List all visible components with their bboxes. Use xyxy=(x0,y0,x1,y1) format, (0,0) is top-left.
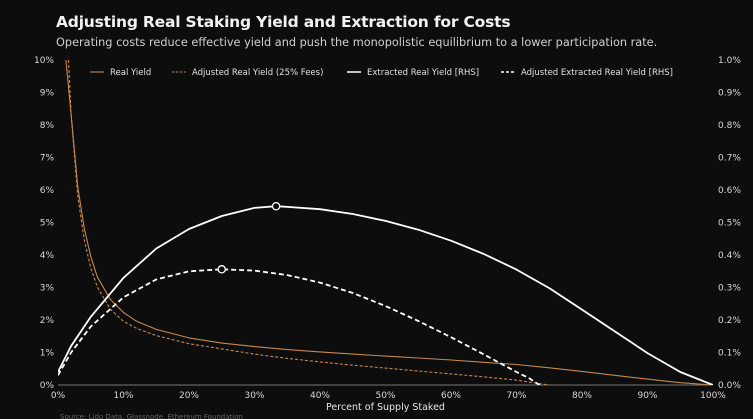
y-right-tick-label: 0.5% xyxy=(718,219,741,229)
series-line-3 xyxy=(58,268,542,385)
x-tick-label: 90% xyxy=(637,391,657,401)
y-left-tick-label: 0% xyxy=(40,381,55,391)
y-right-tick-label: 0.2% xyxy=(718,316,741,326)
y-right-tick-label: 0.1% xyxy=(718,349,741,359)
y-left-tick-label: 6% xyxy=(40,186,55,196)
y-left-tick-label: 8% xyxy=(40,121,55,131)
y-left-tick-label: 9% xyxy=(40,89,55,99)
y-left-tick-label: 5% xyxy=(40,219,55,229)
x-tick-label: 50% xyxy=(375,391,395,401)
x-tick-label: 10% xyxy=(113,391,133,401)
x-tick-label: 20% xyxy=(179,391,199,401)
x-tick-label: 30% xyxy=(244,391,264,401)
x-tick-label: 60% xyxy=(441,391,461,401)
x-tick-label: 80% xyxy=(572,391,592,401)
x-tick-label: 0% xyxy=(51,391,66,401)
legend-label-3: Adjusted Extracted Real Yield [RHS] xyxy=(521,68,673,78)
series-line-0 xyxy=(65,59,713,385)
x-axis-label: Percent of Supply Staked xyxy=(326,402,445,413)
y-right-tick-label: 0.6% xyxy=(718,186,741,196)
y-left-tick-label: 1% xyxy=(40,349,55,359)
y-right-tick-label: 0.9% xyxy=(718,89,741,99)
series-line-1 xyxy=(67,59,550,385)
x-tick-label: 70% xyxy=(506,391,526,401)
y-right-tick-label: 0.7% xyxy=(718,154,741,164)
x-tick-label: 100% xyxy=(700,391,726,401)
y-right-tick-label: 1.0% xyxy=(718,56,741,66)
y-right-tick-label: 0.4% xyxy=(718,251,741,261)
chart-title: Adjusting Real Staking Yield and Extract… xyxy=(56,13,511,31)
y-left-tick-label: 3% xyxy=(40,284,55,294)
y-left-tick-label: 4% xyxy=(40,251,55,261)
legend-label-1: Adjusted Real Yield (25% Fees) xyxy=(192,68,323,78)
y-left-tick-label: 2% xyxy=(40,316,55,326)
y-right-tick-label: 0.0% xyxy=(718,381,741,391)
x-tick-label: 40% xyxy=(310,391,330,401)
y-left-tick-label: 10% xyxy=(34,56,54,66)
y-left-tick-label: 7% xyxy=(40,154,55,164)
chart-subtitle: Operating costs reduce effective yield a… xyxy=(56,36,658,49)
y-right-tick-label: 0.3% xyxy=(718,284,741,294)
source-note: Source: Lido Data, Glassnode, Ethereum F… xyxy=(60,413,243,419)
series-line-2 xyxy=(58,205,713,385)
max-marker-0 xyxy=(271,201,281,211)
legend-label-2: Extracted Real Yield [RHS] xyxy=(367,68,479,78)
max-marker-1 xyxy=(217,265,226,274)
y-right-tick-label: 0.8% xyxy=(718,121,741,131)
legend-label-0: Real Yield xyxy=(110,68,151,78)
